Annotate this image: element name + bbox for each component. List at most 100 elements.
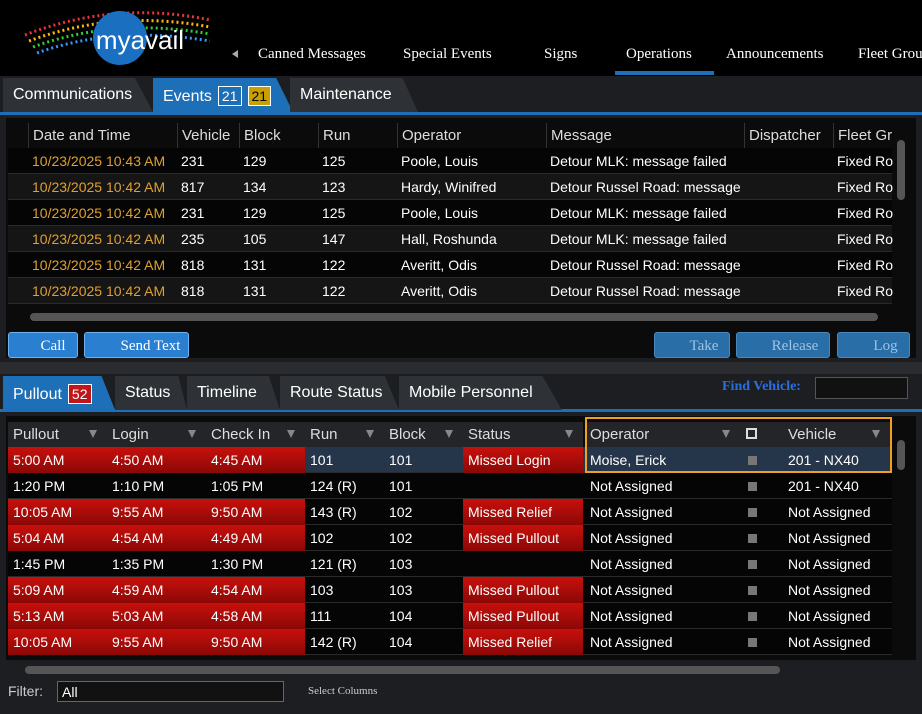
events-row[interactable] <box>8 252 892 278</box>
pullout-header[interactable]: Status <box>463 422 583 447</box>
nav-item[interactable]: Fleet Grou <box>858 46 922 62</box>
events-hscroll[interactable] <box>30 313 878 321</box>
filter-dropdown[interactable]: All <box>57 681 284 702</box>
pullout-header[interactable]: Vehicle <box>783 422 890 447</box>
events-cell: 235 <box>181 231 205 247</box>
row-checkbox[interactable] <box>748 534 757 543</box>
row-checkbox[interactable] <box>748 482 757 491</box>
row-checkbox[interactable] <box>748 508 757 517</box>
row-checkbox[interactable] <box>748 586 757 595</box>
pullout-cell: 1:20 PM <box>13 478 66 494</box>
nav-item[interactable]: Special Events <box>403 46 492 62</box>
events-cell: 10/23/2025 10:42 AM <box>32 231 166 247</box>
events-row[interactable] <box>8 174 892 200</box>
events-row[interactable] <box>8 226 892 252</box>
pullout-cell: Not Assigned <box>788 504 871 520</box>
bottom-tab[interactable]: Route Status <box>280 376 399 410</box>
button[interactable]: Take <box>654 332 730 358</box>
events-row[interactable] <box>8 148 892 174</box>
events-cell: Detour Russel Road: message fa <box>550 179 744 195</box>
pullout-cell: Missed Pullout <box>463 525 583 551</box>
pullout-cell: Not Assigned <box>788 556 871 572</box>
nav-item[interactable]: Canned Messages <box>258 46 366 62</box>
pullout-header[interactable]: Block <box>384 422 463 447</box>
pullout-cell: 103 <box>310 582 334 598</box>
tab-label: Communications <box>13 86 133 103</box>
button[interactable]: Release <box>736 332 830 358</box>
nav-item[interactable]: Operations <box>626 46 692 62</box>
events-cell: Detour Russel Road: message fa <box>550 257 744 273</box>
events-cell: 122 <box>322 283 346 299</box>
events-cell: 231 <box>181 153 205 169</box>
top-tab[interactable]: Maintenance <box>290 78 418 112</box>
events-cell: 817 <box>181 179 205 195</box>
events-cell <box>744 278 833 304</box>
events-cell: Poole, Louis <box>401 205 479 221</box>
filter-icon[interactable] <box>722 430 730 438</box>
filter-icon[interactable] <box>366 430 374 438</box>
pullout-cell: 1:05 PM <box>211 478 264 494</box>
pullout-header[interactable]: Check In <box>206 422 305 447</box>
find-vehicle-input[interactable] <box>815 377 908 399</box>
pullout-cell: 5:09 AM <box>8 577 107 603</box>
events-header: Operator <box>397 123 546 148</box>
pullout-row[interactable] <box>8 551 892 577</box>
pullout-cell: Not Assigned <box>590 582 673 598</box>
row-checkbox[interactable] <box>748 638 757 647</box>
events-cell: Averitt, Odis <box>401 257 477 273</box>
bottom-tab[interactable]: Mobile Personnel <box>399 376 562 410</box>
pullout-cell: 4:54 AM <box>107 525 206 551</box>
filter-icon[interactable] <box>287 430 295 438</box>
pullout-vscroll[interactable] <box>897 440 905 470</box>
pullout-header[interactable]: Run <box>305 422 384 447</box>
tab-label: Timeline <box>197 384 257 401</box>
events-cell: Detour MLK: message failed <box>550 231 727 247</box>
bottom-tab[interactable]: Status <box>115 376 187 410</box>
row-checkbox[interactable] <box>748 456 757 465</box>
pullout-cell: 4:54 AM <box>206 577 305 603</box>
pullout-cell: Missed Pullout <box>463 577 583 603</box>
pullout-cell: 4:49 AM <box>206 525 305 551</box>
events-header: Date and Time <box>28 123 177 148</box>
events-row[interactable] <box>8 200 892 226</box>
top-tab[interactable]: Communications <box>3 78 153 112</box>
row-checkbox[interactable] <box>748 612 757 621</box>
filter-icon[interactable] <box>445 430 453 438</box>
events-header: Vehicle <box>177 123 239 148</box>
filter-icon[interactable] <box>89 430 97 438</box>
filter-icon[interactable] <box>872 430 880 438</box>
pullout-cell: Not Assigned <box>788 582 871 598</box>
top-tab[interactable]: Events 21 21 <box>153 78 293 112</box>
pullout-header[interactable]: Login <box>107 422 206 447</box>
button[interactable]: Call <box>8 332 78 358</box>
select-columns[interactable]: Select Columns <box>308 685 378 697</box>
pullout-cell: 102 <box>389 504 413 520</box>
pullout-header[interactable]: Pullout <box>8 422 107 447</box>
events-vscroll[interactable] <box>897 140 905 200</box>
nav-item[interactable]: Signs <box>544 46 578 62</box>
bottom-tab[interactable]: Pullout 52 <box>3 376 115 410</box>
pullout-header[interactable]: Operator <box>585 422 740 447</box>
splitter[interactable] <box>0 362 922 374</box>
row-checkbox[interactable] <box>748 560 757 569</box>
pullout-cell: 102 <box>310 530 334 546</box>
pullout-cell: 142 (R) <box>310 634 357 650</box>
events-cell: 10/23/2025 10:42 AM <box>32 257 166 273</box>
pullout-row[interactable] <box>8 473 892 499</box>
check-icon[interactable] <box>746 428 757 439</box>
pullout-cell: 111 <box>310 608 332 624</box>
events-row[interactable] <box>8 278 892 304</box>
pullout-cell: 4:50 AM <box>107 447 206 473</box>
pullout-cell: Not Assigned <box>590 556 673 572</box>
nav-item[interactable]: Announcements <box>726 46 824 62</box>
filter-icon[interactable] <box>188 430 196 438</box>
pullout-cell <box>463 473 583 499</box>
pullout-hscroll[interactable] <box>25 666 780 674</box>
bottom-tab[interactable]: Timeline <box>187 376 280 410</box>
filter-icon[interactable] <box>565 430 573 438</box>
button[interactable]: Send Text <box>84 332 189 358</box>
events-cell: 10/23/2025 10:42 AM <box>32 205 166 221</box>
button[interactable]: Log <box>837 332 910 358</box>
nav-left-arrow[interactable] <box>232 50 238 58</box>
events-cell: 10/23/2025 10:42 AM <box>32 179 166 195</box>
